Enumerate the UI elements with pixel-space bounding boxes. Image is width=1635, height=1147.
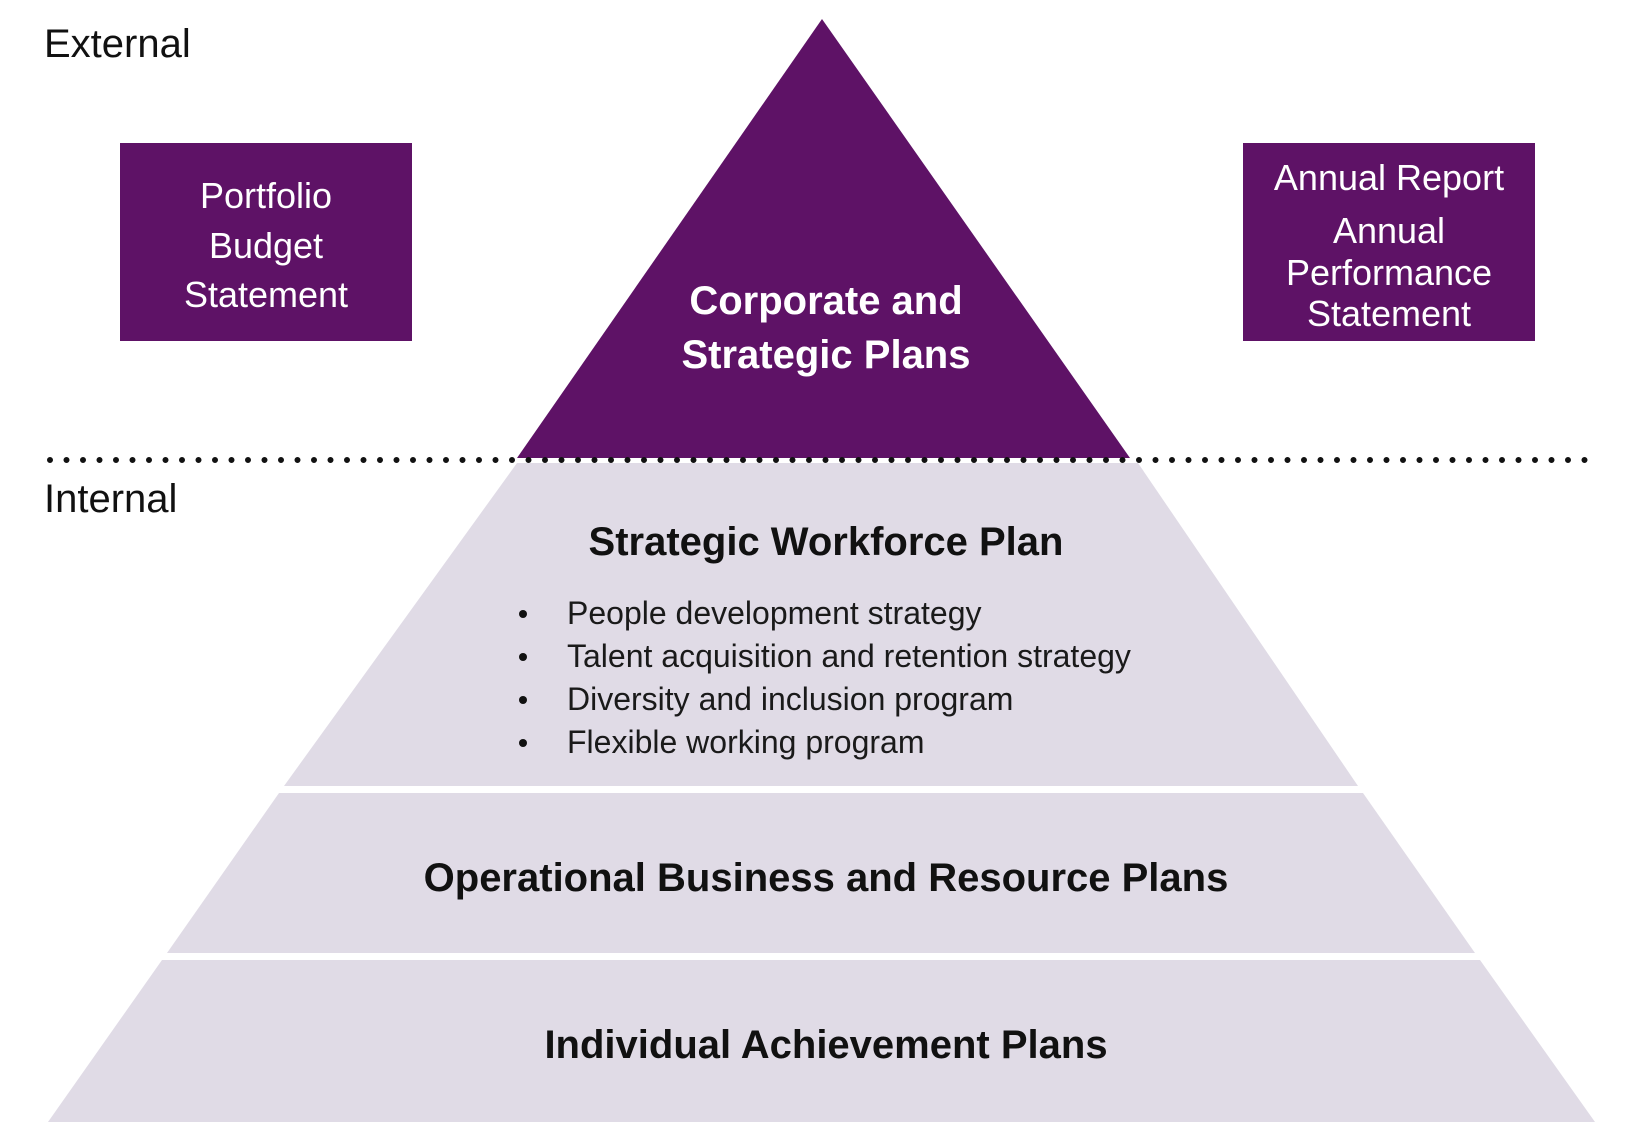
bullet-dot: [519, 696, 527, 704]
bullet-dot: [519, 653, 527, 661]
apex-line-2: Strategic Plans: [681, 333, 970, 377]
right-box-line-4: Statement: [1307, 293, 1471, 334]
bullet-item-2: Talent acquisition and retention strateg…: [567, 638, 1131, 674]
annual-report-box: [1243, 143, 1535, 341]
apex-line-1: Corporate and: [689, 279, 962, 323]
apex-corporate-strategic: [517, 19, 1130, 458]
right-box-line-1: Annual Report: [1274, 157, 1504, 198]
right-box-line-2: Annual: [1333, 210, 1445, 251]
bullet-dot: [519, 739, 527, 747]
tier-individual-achievement: [48, 960, 1595, 1122]
tier-1-title: Strategic Workforce Plan: [589, 520, 1064, 564]
zone-label-external: External: [44, 22, 191, 66]
tier-2-title: Operational Business and Resource Plans: [424, 856, 1229, 900]
portfolio-budget-box: [120, 143, 412, 341]
tier-operational-business: [167, 793, 1475, 953]
tier-3-title: Individual Achievement Plans: [544, 1023, 1107, 1067]
bullet-item-3: Diversity and inclusion program: [567, 681, 1013, 717]
left-box-line-1: Portfolio: [200, 175, 332, 216]
bullet-item-1: People development strategy: [567, 595, 981, 631]
bullet-dot: [519, 610, 527, 618]
left-box-line-2: Budget: [209, 225, 323, 266]
bullet-item-4: Flexible working program: [567, 724, 924, 760]
tier-strategic-workforce: [284, 463, 1358, 786]
left-box-line-3: Statement: [184, 274, 348, 315]
zone-label-internal: Internal: [44, 477, 177, 521]
right-box-line-3: Performance: [1286, 252, 1492, 293]
